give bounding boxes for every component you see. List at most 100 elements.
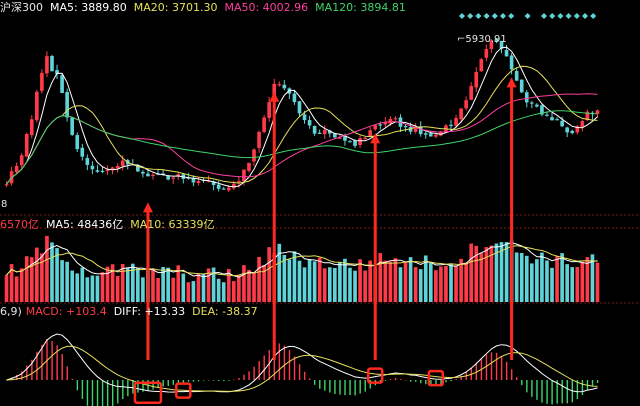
macd-histogram-bar — [278, 343, 281, 380]
volume-ma10-value: 63339亿 — [168, 218, 215, 231]
candle-body — [378, 124, 383, 126]
macd-histogram-bar — [61, 354, 63, 380]
macd-histogram-bar — [288, 349, 291, 380]
annotation-arrow-head — [142, 202, 153, 213]
macd-histogram-bar — [76, 380, 79, 391]
volume-bar — [161, 266, 165, 302]
candle-body — [221, 188, 226, 190]
volume-bar — [459, 258, 463, 302]
volume-bar — [363, 270, 367, 302]
candle-body — [110, 167, 115, 171]
candle-body — [509, 55, 514, 70]
volume-bar — [560, 253, 564, 302]
volume-bar — [348, 267, 352, 302]
candle-body — [529, 102, 534, 104]
volume-bar — [252, 272, 256, 302]
volume-bar — [388, 261, 393, 302]
macd-histogram-bar — [207, 379, 210, 381]
macd-histogram-bar — [303, 371, 306, 380]
volume-bar — [29, 257, 34, 302]
volume-bar — [368, 260, 373, 302]
volume-bar — [439, 266, 443, 302]
macd-histogram-bar — [556, 380, 558, 404]
volume-bar — [166, 267, 170, 302]
macd-highlight-box — [175, 382, 192, 399]
volume-bar — [494, 243, 499, 302]
volume-bar — [449, 263, 453, 302]
candle-body — [226, 187, 231, 191]
candle-body — [35, 91, 39, 121]
macd-histogram-bar — [111, 380, 114, 406]
period-tab-dot — [475, 13, 482, 19]
volume-bar — [60, 260, 64, 302]
candle-body — [338, 137, 342, 139]
candle-body — [555, 119, 559, 121]
macd-histogram-bar — [31, 359, 33, 380]
macd-histogram-bar — [319, 380, 321, 389]
volume-bar — [90, 275, 95, 302]
macd-histogram-bar — [298, 364, 301, 380]
volume-bar — [171, 277, 176, 302]
macd-histogram-bar — [334, 380, 336, 395]
volume-bar — [444, 265, 448, 302]
candle-body — [504, 49, 509, 57]
volume-bar — [343, 258, 347, 302]
candle-body — [282, 84, 287, 89]
macd-histogram-bar — [223, 380, 225, 382]
candle-body — [141, 171, 145, 174]
period-tab-dot — [565, 13, 572, 19]
candle-body — [312, 125, 317, 134]
candle-body — [348, 141, 352, 143]
macd-histogram-bar — [596, 380, 599, 383]
macd-histogram-bar — [475, 362, 478, 380]
candle-body — [449, 124, 453, 127]
macd-histogram-bar — [71, 378, 73, 380]
candle-body — [95, 170, 100, 172]
dea-label: DEA: — [192, 305, 219, 318]
macd-histogram-bar — [435, 380, 437, 386]
volume-bar — [570, 267, 575, 302]
peak-price-label: ⌐5930.91 — [457, 34, 507, 45]
volume-bar — [489, 245, 494, 302]
volume-bar — [398, 267, 403, 302]
volume-bar — [545, 260, 549, 302]
volume-ma10-line — [6, 245, 598, 277]
macd-histogram-bar — [233, 379, 235, 381]
macd-histogram-bar — [430, 380, 432, 386]
macd-histogram-bar — [516, 377, 518, 380]
macd-histogram-bar — [177, 380, 180, 384]
volume-bar — [312, 261, 317, 302]
macd-histogram-bar — [581, 380, 584, 396]
ma20-legend-value: 3701.30 — [171, 1, 218, 14]
volume-bar — [120, 264, 125, 302]
macd-histogram-bar — [106, 380, 109, 406]
macd-histogram-bar — [591, 380, 594, 387]
candle-body — [524, 92, 529, 103]
candle-body — [24, 134, 29, 157]
candle-body — [70, 117, 75, 135]
volume-bar — [580, 261, 585, 302]
volume-bar — [292, 251, 297, 302]
candle-body — [85, 158, 90, 165]
volume-bar — [393, 258, 398, 302]
candle-body — [252, 149, 256, 162]
volume-bar — [499, 242, 504, 302]
volume-bar — [65, 261, 69, 302]
volume-bar — [196, 274, 201, 302]
volume-bar — [595, 262, 600, 302]
macd-histogram-bar — [566, 380, 568, 404]
macd-histogram-bar — [46, 339, 48, 380]
diff-value: +13.33 — [144, 305, 186, 318]
volume-bar — [585, 257, 590, 302]
candle-body — [257, 131, 261, 148]
macd-histogram-bar — [531, 380, 533, 397]
macd-histogram-bar — [440, 380, 442, 385]
candle-body — [317, 132, 322, 134]
macd-histogram-bar — [546, 380, 548, 404]
candle-body — [100, 170, 105, 172]
candle-body — [277, 84, 282, 86]
candle-body — [90, 165, 95, 170]
candle-body — [136, 165, 140, 172]
period-tab-dot — [590, 13, 597, 19]
